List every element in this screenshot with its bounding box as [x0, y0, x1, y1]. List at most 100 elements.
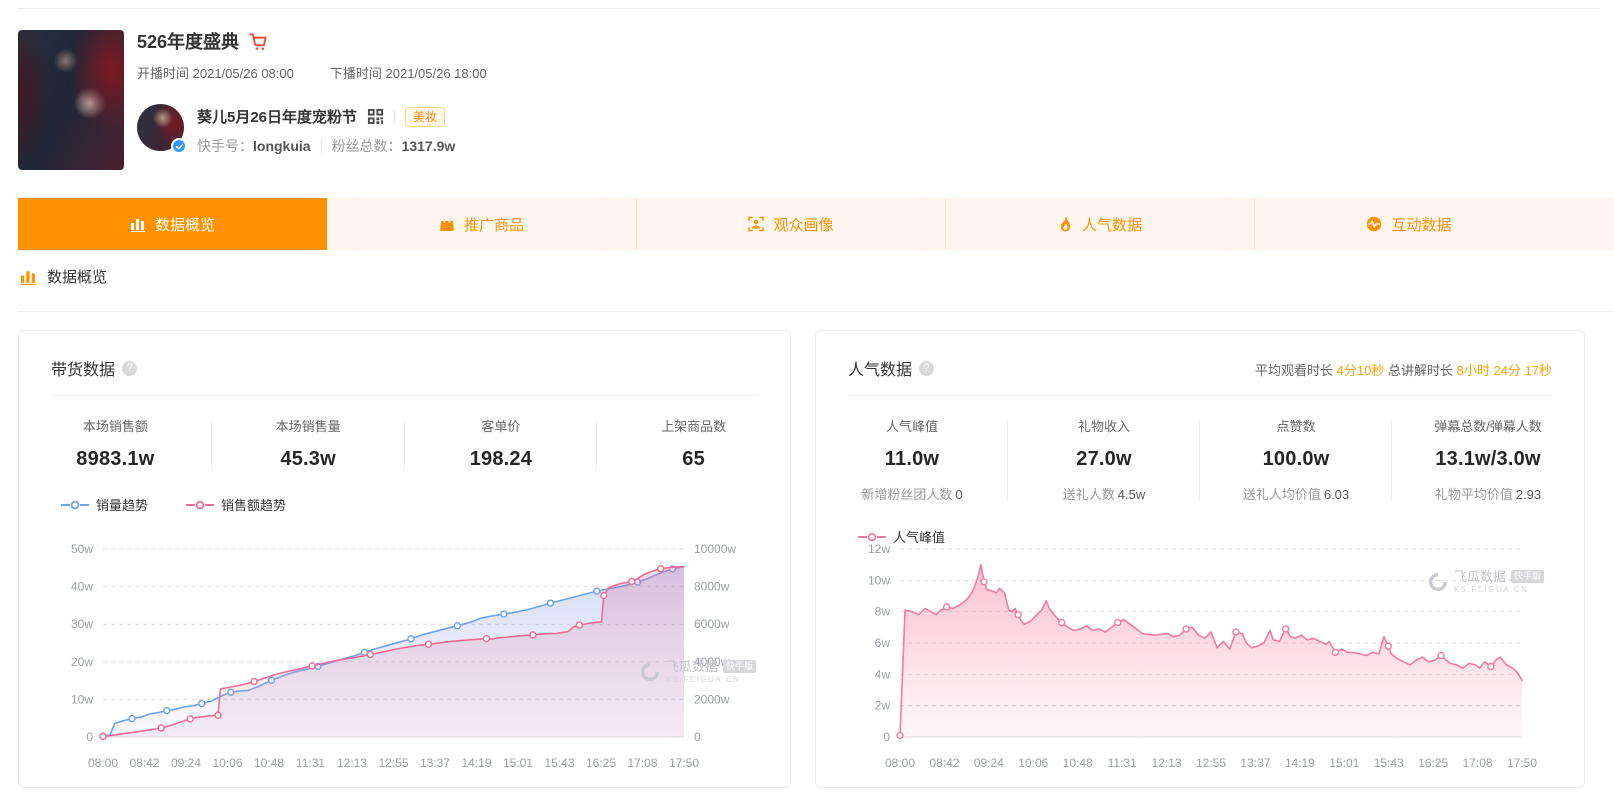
end-time: 下播时间 2021/05/26 18:00 [329, 66, 487, 81]
svg-text:10:06: 10:06 [1018, 756, 1048, 770]
divider [51, 395, 758, 396]
svg-text:17:08: 17:08 [1463, 756, 1493, 770]
fans-total: 粉丝总数：1317.9w [331, 138, 456, 154]
svg-text:10:48: 10:48 [254, 756, 284, 770]
watch-duration-info: 平均观看时长 4分10秒 总讲解时长 8小时 24分 17秒 [1255, 363, 1552, 378]
svg-text:15:01: 15:01 [503, 756, 533, 770]
svg-text:09:24: 09:24 [171, 756, 201, 770]
svg-text:13:37: 13:37 [1240, 756, 1270, 770]
svg-text:15:43: 15:43 [544, 756, 574, 770]
stat-danmaku: 弹幕总数/弹幕人数 13.1w/3.0w 礼物平均价值 2.93 [1434, 419, 1542, 502]
live-title: 526年度盛典 [137, 32, 240, 52]
audience-icon [748, 216, 765, 232]
svg-text:0: 0 [694, 730, 701, 744]
sales-trend-chart[interactable]: 0 0 10w 2000w 20w 4000w 30w 6000w 40w 8000w 50w 100… [51, 525, 758, 777]
stat-listed-products: 上架商品数 65 [661, 419, 727, 470]
popularity-data-card: 人气数据 ? 平均观看时长 4分10秒 总讲解时长 8小时 24分 17秒 人气… [815, 330, 1585, 788]
section-divider [18, 311, 1614, 312]
svg-text:13:37: 13:37 [420, 756, 450, 770]
stat-sales-amount: 本场销售额 8983.1w [19, 416, 212, 471]
svg-text:15:43: 15:43 [1374, 756, 1404, 770]
sales-stats: 本场销售额 8983.1w 本场销售量 45.3w 客单价 198.24 上架商… [19, 396, 790, 471]
svg-text:10w: 10w [71, 692, 93, 706]
tab-audience-portrait[interactable]: 观众画像 [636, 198, 945, 250]
verified-badge-icon [171, 138, 187, 154]
stat-sales-volume: 本场销售量 45.3w [212, 416, 405, 471]
section-title: 数据概览 [47, 269, 108, 286]
svg-text:10000w: 10000w [694, 542, 736, 556]
top-divider [18, 8, 1600, 9]
sales-data-card: 带货数据 ? 本场销售额 8983.1w 本场销售量 45.3w 客单价 198… [18, 330, 791, 788]
svg-text:14:19: 14:19 [1285, 756, 1315, 770]
svg-text:30w: 30w [71, 617, 93, 631]
legend-sales-volume[interactable]: 销量趋势 [61, 495, 148, 514]
popularity-chart-legend: 人气峰值 [816, 503, 1584, 546]
tab-interaction-data[interactable]: 互动数据 [1254, 198, 1563, 250]
tab-popularity-data[interactable]: 人气数据 [945, 198, 1254, 250]
popularity-trend-chart[interactable]: 0 2w 4w 6w 8w 10w 12w 08:00 08:42 09:24 10:06 10:48… [848, 525, 1552, 777]
legend-peak-popularity[interactable]: 人气峰值 [858, 527, 945, 546]
svg-text:6000w: 6000w [694, 617, 730, 631]
stat-gift-income: 礼物收入 27.0w 送礼人数 4.5w [1008, 416, 1200, 503]
svg-text:16:25: 16:25 [586, 756, 616, 770]
svg-text:4000w: 4000w [694, 655, 730, 669]
start-time: 开播时间 2021/05/26 08:00 [137, 66, 294, 81]
svg-text:20w: 20w [71, 655, 93, 669]
tab-bar: 数据概览 推广商品 观众画像 人气数据 互动数据 [18, 198, 1614, 250]
svg-text:2000w: 2000w [694, 692, 730, 706]
flame-icon [1058, 216, 1073, 232]
tab-data-overview[interactable]: 数据概览 [18, 198, 327, 250]
svg-text:14:19: 14:19 [461, 756, 491, 770]
stat-peak-popularity: 人气峰值 11.0w 新增粉丝团人数 0 [816, 416, 1008, 503]
svg-text:6w: 6w [875, 636, 891, 650]
svg-text:12w: 12w [868, 542, 890, 556]
svg-text:16:25: 16:25 [1418, 756, 1448, 770]
svg-text:10w: 10w [868, 573, 890, 587]
svg-text:08:42: 08:42 [929, 756, 959, 770]
legend-sales-amount[interactable]: 销售额趋势 [186, 495, 286, 514]
divider [394, 109, 396, 124]
svg-text:11:31: 11:31 [296, 756, 325, 770]
sales-chart-legend: 销量趋势 销售额趋势 [19, 471, 790, 514]
category-tag[interactable]: 美妆 [405, 106, 446, 127]
stat-likes: 点赞数 100.0w 送礼人均价值 6.03 [1200, 416, 1392, 503]
live-cover-image [18, 30, 124, 170]
svg-text:0: 0 [883, 730, 890, 744]
popularity-stats: 人气峰值 11.0w 新增粉丝团人数 0 礼物收入 27.0w 送礼人数 4.5w … [816, 396, 1584, 503]
svg-text:15:01: 15:01 [1329, 756, 1359, 770]
svg-text:10:06: 10:06 [212, 756, 242, 770]
svg-text:12:55: 12:55 [378, 756, 408, 770]
svg-text:0: 0 [86, 730, 93, 744]
divider [320, 139, 322, 153]
svg-text:2w: 2w [875, 699, 891, 713]
svg-text:4w: 4w [875, 667, 891, 681]
help-icon[interactable]: ? [122, 360, 138, 376]
svg-text:40w: 40w [71, 580, 93, 594]
help-icon[interactable]: ? [919, 360, 935, 376]
bar-chart-icon [20, 268, 37, 285]
svg-text:08:00: 08:00 [885, 756, 915, 770]
svg-text:08:42: 08:42 [129, 756, 159, 770]
svg-text:11:31: 11:31 [1108, 756, 1137, 770]
qrcode-icon[interactable] [367, 108, 384, 125]
svg-text:17:50: 17:50 [1507, 756, 1537, 770]
bar-chart-icon [130, 216, 146, 232]
bag-icon [439, 216, 455, 232]
divider [848, 395, 1552, 396]
cart-icon[interactable] [249, 32, 268, 51]
account-id: 快手号：longkuia [197, 138, 311, 154]
svg-text:50w: 50w [71, 542, 93, 556]
svg-text:10:48: 10:48 [1063, 756, 1093, 770]
tab-promoted-products[interactable]: 推广商品 [327, 198, 636, 250]
card-title: 人气数据 [848, 362, 913, 379]
svg-text:12:13: 12:13 [1152, 756, 1182, 770]
svg-text:8000w: 8000w [694, 580, 730, 594]
svg-text:17:50: 17:50 [669, 756, 699, 770]
svg-text:12:55: 12:55 [1196, 756, 1226, 770]
svg-text:09:24: 09:24 [974, 756, 1004, 770]
svg-text:12:13: 12:13 [337, 756, 367, 770]
svg-text:08:00: 08:00 [88, 756, 118, 770]
stat-avg-order-value: 客单价 198.24 [405, 416, 598, 471]
streamer-name: 葵儿5月26日年度宠粉节 [197, 109, 358, 126]
svg-text:17:08: 17:08 [627, 756, 657, 770]
